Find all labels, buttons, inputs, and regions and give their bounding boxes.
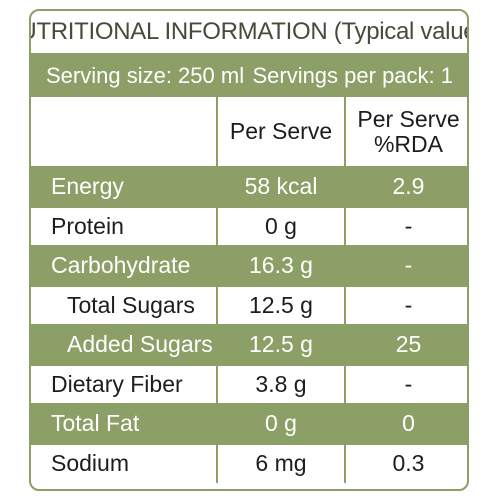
table-row-total-sugars: Total Sugars 12.5 g - [31,285,467,326]
table-header-row: Per Serve Per Serve %RDA [31,97,467,168]
table-row-protein: Protein 0 g - [31,206,467,247]
table-row-energy: Energy 58 kcal 2.9 [31,167,467,208]
table-row-sodium: Sodium 6 mg 0.3 [31,443,467,483]
serving-size: Serving size: 250 ml [46,63,245,88]
rda-value: 2.9 [344,167,467,208]
header-rda-line1: Per Serve [357,106,460,133]
table-row-total-fat: Total Fat 0 g 0 [31,404,467,445]
per-serve-value: 58 kcal [216,167,345,208]
rda-value: 0.3 [344,443,467,483]
per-serve-value: 3.8 g [216,364,345,405]
per-serve-value: 6 mg [216,443,345,483]
nutrient-name: Total Fat [31,404,217,445]
per-serve-value: 16.3 g [216,246,345,287]
servings-per-pack: Servings per pack: 1 [252,63,453,88]
nutrition-panel: NUTRITIONAL INFORMATION (Typical values)… [29,9,469,491]
rda-value: - [344,285,467,326]
rda-value: - [344,364,467,405]
per-serve-value: 0 g [216,404,345,445]
nutrient-name: Total Sugars [31,285,217,326]
header-per-serve: Per Serve [216,97,345,168]
nutrition-title: NUTRITIONAL INFORMATION (Typical values) [31,11,467,55]
nutrient-name: Sodium [51,450,129,477]
nutrient-name: Protein [31,206,217,247]
nutrient-name: Dietary Fiber [31,364,217,405]
header-nutrient [31,97,217,168]
nutrient-name: Energy [31,167,217,208]
header-rda: Per Serve %RDA [344,97,467,168]
table-row-added-sugars: Added Sugars 12.5 g 25 [31,325,467,366]
per-serve-value: 12.5 g [216,285,345,326]
per-serve-value: 0 g [216,206,345,247]
serving-bar: Serving size: 250 ml Servings per pack: … [31,55,467,97]
nutrient-name: Carbohydrate [31,246,217,287]
nutrition-table: Per Serve Per Serve %RDA Energy 58 kcal … [31,97,467,483]
table-row-carbohydrate: Carbohydrate 16.3 g - [31,246,467,287]
nutrient-name: Added Sugars [31,325,217,366]
rda-value: 0 [344,404,467,445]
table-row-dietary-fiber: Dietary Fiber 3.8 g - [31,364,467,405]
per-serve-value: 12.5 g [216,325,345,366]
rda-value: 25 [344,325,467,366]
rda-value: - [344,246,467,287]
rda-value: - [344,206,467,247]
header-rda-line2: %RDA [373,130,443,157]
